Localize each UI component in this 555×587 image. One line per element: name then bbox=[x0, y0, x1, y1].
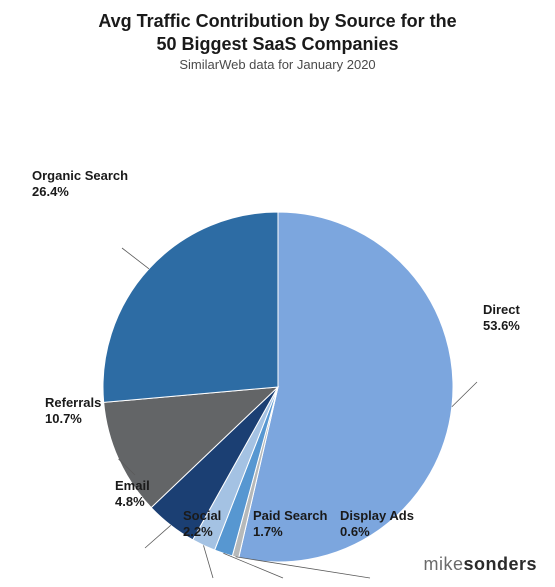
slice-name: Organic Search bbox=[32, 168, 128, 184]
watermark-first: mike bbox=[423, 554, 463, 574]
leader-line bbox=[145, 525, 171, 548]
watermark-last: sonders bbox=[463, 554, 537, 574]
slice-name: Paid Search bbox=[253, 508, 327, 524]
slice-name: Email bbox=[115, 478, 150, 494]
leader-line bbox=[122, 248, 149, 269]
slice-label-organic-search: Organic Search26.4% bbox=[32, 168, 128, 201]
slice-label-social: Social2.2% bbox=[183, 508, 221, 541]
slice-name: Direct bbox=[483, 302, 520, 318]
chart-subtitle: SimilarWeb data for January 2020 bbox=[0, 57, 555, 72]
slice-name: Referrals bbox=[45, 395, 101, 411]
slice-pct: 26.4% bbox=[32, 184, 128, 200]
slice-label-paid-search: Paid Search1.7% bbox=[253, 508, 327, 541]
slice-label-referrals: Referrals10.7% bbox=[45, 395, 101, 428]
slice-pct: 53.6% bbox=[483, 318, 520, 334]
slice-pct: 0.6% bbox=[340, 524, 414, 540]
slice-label-direct: Direct53.6% bbox=[483, 302, 520, 335]
traffic-pie-chart: Avg Traffic Contribution by Source for t… bbox=[0, 0, 555, 587]
slice-pct: 4.8% bbox=[115, 494, 150, 510]
slice-pct: 2.2% bbox=[183, 524, 221, 540]
chart-title: Avg Traffic Contribution by Source for t… bbox=[0, 10, 555, 55]
leader-line bbox=[452, 382, 477, 407]
leader-line bbox=[203, 545, 213, 578]
pie-slice-organic-search bbox=[103, 212, 278, 402]
slice-label-display-ads: Display Ads0.6% bbox=[340, 508, 414, 541]
slice-name: Display Ads bbox=[340, 508, 414, 524]
watermark: mikesonders bbox=[423, 554, 537, 575]
chart-header: Avg Traffic Contribution by Source for t… bbox=[0, 0, 555, 72]
slice-pct: 10.7% bbox=[45, 411, 101, 427]
slice-name: Social bbox=[183, 508, 221, 524]
slice-label-email: Email4.8% bbox=[115, 478, 150, 511]
slice-pct: 1.7% bbox=[253, 524, 327, 540]
